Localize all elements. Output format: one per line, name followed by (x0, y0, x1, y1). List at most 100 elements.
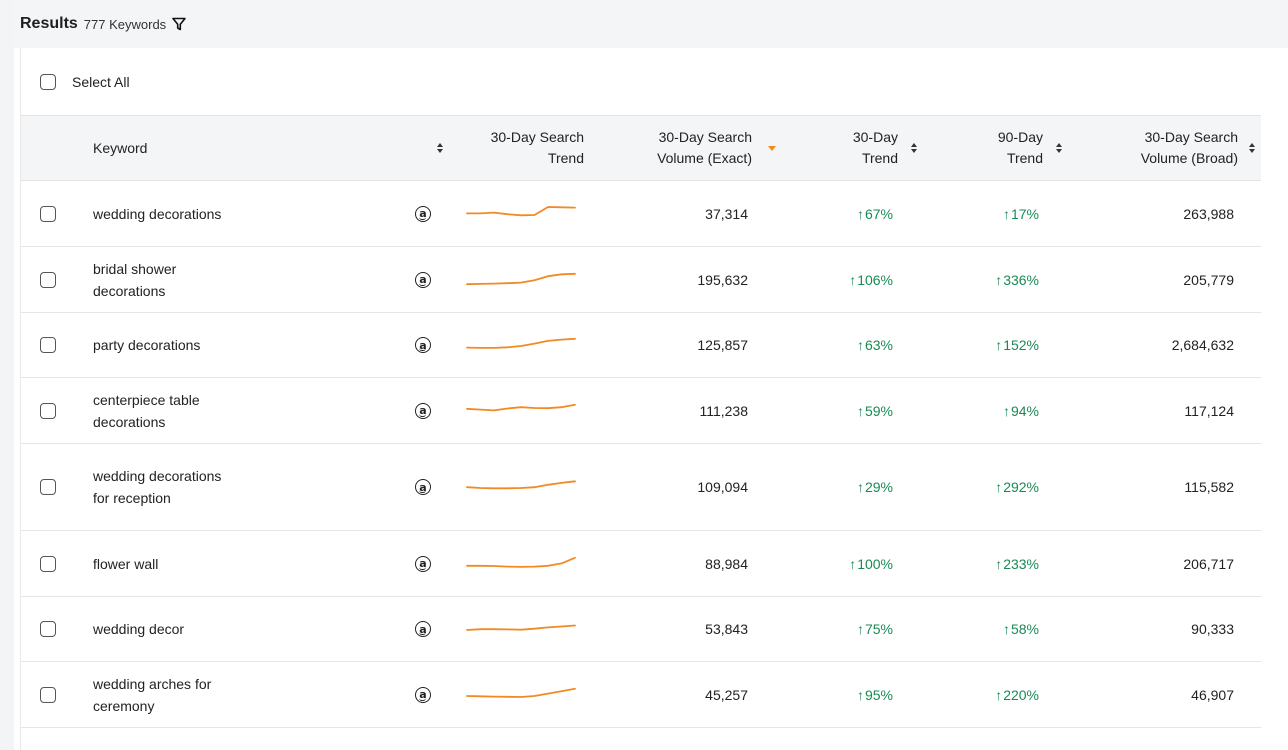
column-header-volume-exact[interactable]: 30-Day Search Volume (Exact) (611, 116, 752, 180)
amazon-icon[interactable]: a (415, 444, 431, 530)
trend-30-value: 95% (864, 686, 893, 703)
results-title: Results (20, 15, 78, 32)
volume-exact-cell: 37,314 (621, 181, 748, 246)
trend-30-cell: ↑ 106% (811, 247, 893, 312)
trend-90-value: 152% (1003, 337, 1039, 353)
table-row[interactable]: party decorations a 125,857 ↑ 63% ↑ 152% 2,684,… (21, 313, 1261, 378)
trend-30-value: 59% (864, 402, 893, 419)
row-checkbox[interactable] (40, 686, 56, 703)
select-all-checkbox[interactable] (40, 73, 56, 90)
amazon-icon[interactable]: a (415, 247, 431, 312)
column-header-keyword-label: Keyword (93, 140, 148, 156)
keyword-text: wedding decor (93, 621, 185, 637)
trend-up-icon: ↑ (849, 555, 857, 572)
row-checkbox[interactable] (40, 479, 56, 495)
table-row[interactable]: bridal shower decorations a 195,632 ↑ 106% ↑ 3… (21, 247, 1261, 313)
table-row[interactable]: wedding arches for ceremony a 45,257 ↑ 95% ↑ 2… (21, 662, 1261, 728)
search-trend-sparkline (465, 181, 585, 246)
amazon-icon[interactable]: a (415, 181, 431, 246)
search-trend-sparkline (465, 662, 585, 727)
volume-broad-cell: 206,717 (1101, 531, 1234, 596)
keyword-cell: wedding decorations (93, 181, 233, 246)
column-header-keyword[interactable]: Keyword (93, 116, 147, 180)
trend-30-cell: ↑ 29% (811, 444, 893, 530)
trend-30-value: 29% (864, 479, 893, 495)
trend-up-icon: ↑ (995, 555, 1003, 572)
trend-30-value: 100% (857, 555, 893, 572)
trend-90-value: 220% (1003, 686, 1039, 703)
trend-30-sort-icon[interactable] (901, 116, 917, 180)
column-header-30-day-trend[interactable]: 30-Day Trend (811, 116, 898, 180)
trend-30-cell: ↑ 75% (811, 597, 893, 661)
amazon-icon[interactable]: a (415, 313, 431, 377)
row-checkbox[interactable] (40, 402, 56, 419)
volume-broad-value: 205,779 (1183, 271, 1234, 288)
volume-exact-cell: 45,257 (621, 662, 748, 727)
trend-up-icon: ↑ (856, 402, 864, 419)
keyword-cell: bridal shower decorations (93, 247, 233, 312)
trend-30-value: 63% (864, 337, 893, 353)
trend-90-sort-icon[interactable] (1046, 116, 1062, 180)
row-checkbox[interactable] (40, 271, 56, 288)
trend-up-icon: ↑ (849, 271, 857, 288)
table-header: Keyword 30-Day Search Trend 30-Day Search… (21, 115, 1261, 181)
table-row[interactable]: wedding decorations a 37,314 ↑ 67% ↑ 17% 263,98… (21, 181, 1261, 247)
amazon-icon[interactable]: a (415, 662, 431, 727)
keyword-text: wedding decorations (93, 205, 222, 222)
trend-30-cell: ↑ 100% (811, 531, 893, 596)
keyword-text: wedding decorations for reception (93, 468, 222, 506)
header-t30-line2: Trend (861, 150, 898, 166)
volume-broad-value: 115,582 (1184, 479, 1234, 495)
row-checkbox[interactable] (40, 337, 56, 353)
volume-exact-cell: 195,632 (621, 247, 748, 312)
keyword-cell: party decorations (93, 313, 233, 377)
keyword-sort-icon[interactable] (427, 116, 443, 180)
volume-broad-value: 46,907 (1191, 686, 1234, 703)
table-row[interactable]: wedding decor a 53,843 ↑ 75% ↑ 58% 90,333 (21, 597, 1261, 662)
trend-up-icon: ↑ (995, 686, 1003, 703)
volume-broad-cell: 2,684,632 (1101, 313, 1234, 377)
search-trend-sparkline (465, 531, 585, 596)
amazon-icon[interactable]: a (415, 378, 431, 443)
amazon-icon[interactable]: a (415, 597, 431, 661)
trend-up-icon: ↑ (995, 337, 1003, 353)
volume-exact-value: 125,857 (697, 337, 748, 353)
keyword-cell: wedding decor (93, 597, 233, 661)
volume-exact-sort-active-icon[interactable] (752, 116, 776, 180)
row-checkbox[interactable] (40, 555, 56, 572)
trend-30-cell: ↑ 63% (811, 313, 893, 377)
volume-broad-value: 90,333 (1191, 621, 1234, 637)
header-vol-line1: 30-Day Search (658, 129, 752, 145)
amazon-icon[interactable]: a (415, 531, 431, 596)
keyword-text: bridal shower decorations (93, 260, 177, 299)
trend-30-value: 75% (864, 621, 893, 637)
trend-up-icon: ↑ (856, 205, 864, 222)
trend-up-icon: ↑ (856, 686, 864, 703)
trend-90-value: 233% (1003, 555, 1039, 572)
column-header-90-day-trend[interactable]: 90-Day Trend (961, 116, 1043, 180)
column-header-volume-broad[interactable]: 30-Day Search Volume (Broad) (1101, 116, 1238, 180)
trend-90-cell: ↑ 17% (961, 181, 1039, 246)
search-trend-sparkline (465, 444, 585, 530)
header-broad-line2: Volume (Broad) (1140, 150, 1238, 166)
search-trend-sparkline (465, 247, 585, 312)
trend-up-icon: ↑ (1002, 205, 1010, 222)
trend-90-value: 292% (1003, 479, 1039, 495)
volume-exact-cell: 109,094 (621, 444, 748, 530)
table-row[interactable]: centerpiece table decorations a 111,238 ↑ 59… (21, 378, 1261, 444)
volume-broad-sort-icon[interactable] (1239, 116, 1255, 180)
volume-exact-value: 111,238 (699, 402, 748, 419)
row-checkbox[interactable] (40, 621, 56, 637)
results-table-panel: Select All Keyword 30-Day Search Trend 30… (20, 48, 1261, 750)
filter-icon[interactable] (172, 17, 186, 31)
trend-up-icon: ↑ (995, 479, 1003, 495)
table-row[interactable]: flower wall a 88,984 ↑ 100% ↑ 233% 206,717 (21, 531, 1261, 597)
header-vol-line2: Volume (Exact) (657, 150, 752, 166)
trend-up-icon: ↑ (1002, 402, 1010, 419)
keyword-cell: wedding decorations for reception (93, 444, 233, 530)
volume-broad-cell: 205,779 (1101, 247, 1234, 312)
row-checkbox[interactable] (40, 205, 56, 222)
volume-exact-value: 45,257 (705, 686, 748, 703)
table-row[interactable]: wedding decorations for reception a 109,09… (21, 444, 1261, 531)
trend-90-cell: ↑ 220% (961, 662, 1039, 727)
